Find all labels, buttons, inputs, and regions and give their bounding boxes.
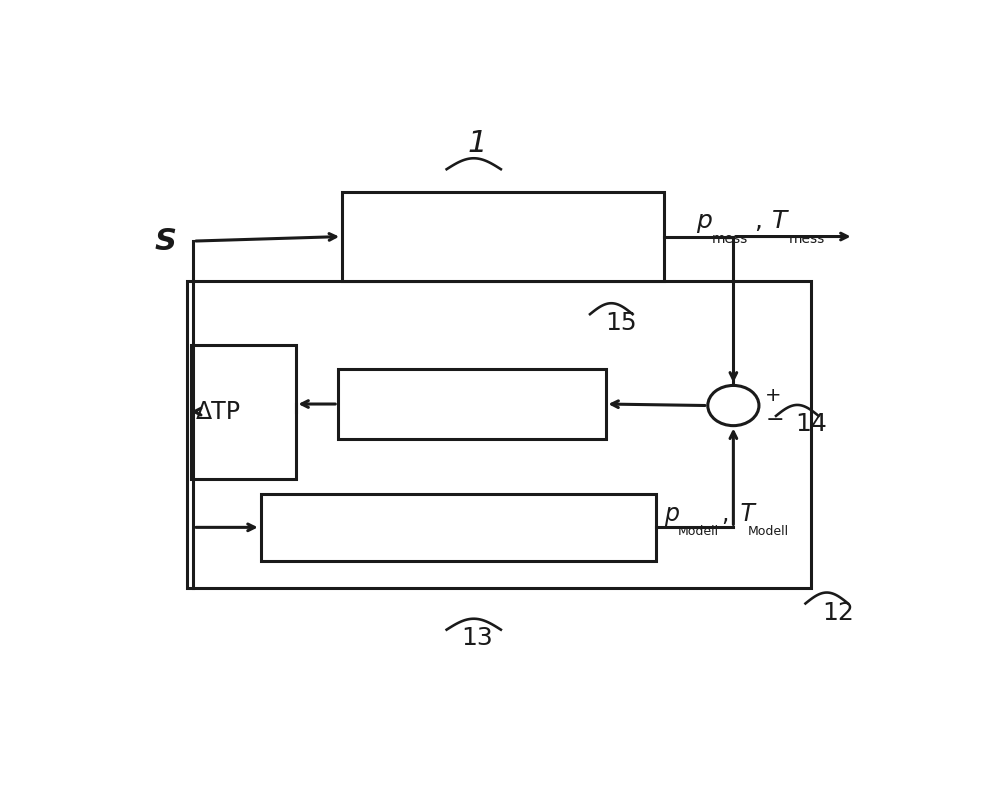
Text: mess: mess	[788, 232, 825, 246]
Text: 14: 14	[795, 412, 827, 436]
Text: 1: 1	[468, 129, 487, 158]
FancyBboxPatch shape	[342, 192, 664, 281]
Text: Modell: Modell	[678, 525, 719, 538]
Text: +: +	[765, 386, 782, 405]
Text: T: T	[772, 209, 787, 233]
Text: ΔTP: ΔTP	[196, 399, 241, 424]
FancyBboxPatch shape	[187, 281, 811, 589]
FancyBboxPatch shape	[261, 494, 656, 561]
Text: T: T	[733, 502, 755, 526]
Circle shape	[708, 385, 759, 426]
Text: 13: 13	[462, 626, 494, 650]
Text: −: −	[765, 410, 784, 430]
Text: 15: 15	[606, 312, 637, 335]
Text: ,: ,	[721, 502, 728, 526]
FancyBboxPatch shape	[338, 369, 606, 439]
Text: p: p	[696, 209, 712, 233]
Text: ,: ,	[747, 209, 763, 233]
FancyBboxPatch shape	[191, 345, 296, 479]
Text: mess: mess	[712, 232, 748, 246]
Text: 12: 12	[822, 600, 854, 625]
Text: S: S	[154, 226, 176, 255]
Text: Modell: Modell	[747, 525, 788, 538]
Text: p: p	[664, 502, 679, 526]
